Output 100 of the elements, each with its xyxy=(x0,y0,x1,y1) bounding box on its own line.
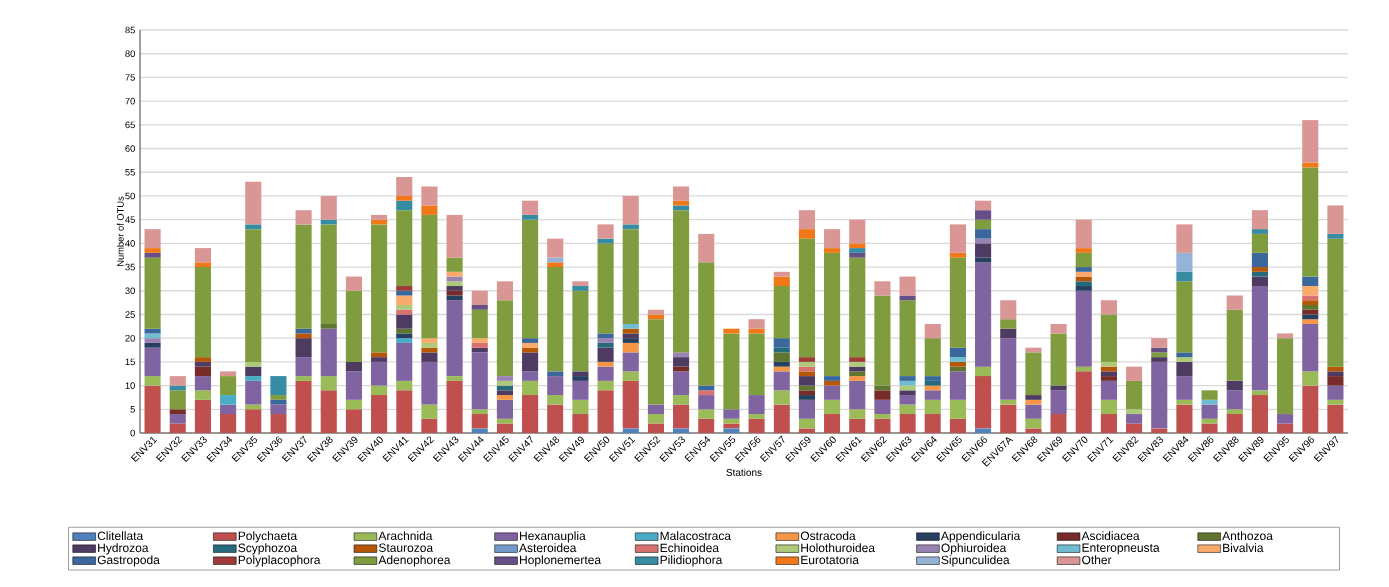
bar xyxy=(622,380,639,429)
bar xyxy=(1302,314,1319,320)
bar xyxy=(1025,418,1042,429)
bar xyxy=(1327,233,1344,239)
bar xyxy=(1302,319,1319,324)
bar xyxy=(320,376,337,391)
bar xyxy=(421,418,438,433)
legend-label: Pilidiophora xyxy=(660,555,723,567)
bar xyxy=(874,281,891,296)
bar xyxy=(144,347,161,377)
bar xyxy=(396,195,413,201)
bar xyxy=(1277,414,1294,424)
bar xyxy=(1251,390,1268,396)
bar xyxy=(572,281,589,287)
bar xyxy=(597,380,614,391)
bar xyxy=(194,366,211,377)
bar xyxy=(1151,357,1168,362)
bar xyxy=(975,219,992,230)
bar xyxy=(496,376,513,381)
bar xyxy=(1075,290,1092,367)
bar xyxy=(245,181,262,225)
bar xyxy=(698,395,715,410)
y-tick-label: 35 xyxy=(125,263,135,271)
bar xyxy=(396,333,413,339)
y-tick-label: 0 xyxy=(130,429,135,437)
bar xyxy=(396,380,413,391)
bar xyxy=(1075,267,1092,272)
bar xyxy=(1251,271,1268,277)
bar xyxy=(270,395,287,400)
bar xyxy=(371,352,388,358)
bar xyxy=(572,371,589,377)
legend-label: Scyphozoa xyxy=(238,543,298,555)
bar xyxy=(622,323,639,329)
bar xyxy=(1151,338,1168,348)
y-tick-label: 20 xyxy=(125,334,135,342)
bar xyxy=(421,186,438,206)
bar xyxy=(1126,414,1143,424)
bar xyxy=(446,300,463,377)
bar xyxy=(824,248,841,253)
bar xyxy=(1302,371,1319,386)
bar xyxy=(1025,352,1042,396)
bar xyxy=(371,224,388,353)
bar xyxy=(320,323,337,329)
y-tick-label: 40 xyxy=(125,240,135,247)
bar xyxy=(622,224,639,230)
bar xyxy=(949,371,966,400)
bar xyxy=(773,286,790,339)
bar xyxy=(597,333,614,339)
bar xyxy=(597,224,614,239)
bar xyxy=(1201,404,1218,419)
bar xyxy=(1176,252,1193,272)
bar xyxy=(1100,300,1117,315)
bar xyxy=(874,399,891,415)
bar xyxy=(169,409,186,415)
bar xyxy=(673,205,690,211)
bar xyxy=(597,361,614,367)
bar xyxy=(647,423,664,433)
bar xyxy=(798,395,815,400)
bar xyxy=(1201,418,1218,424)
bar xyxy=(1302,286,1319,296)
bar xyxy=(496,395,513,400)
bar xyxy=(1327,404,1344,433)
bar xyxy=(1000,319,1017,329)
bar xyxy=(1100,314,1117,362)
bar xyxy=(673,186,690,201)
bar xyxy=(824,376,841,381)
bar xyxy=(270,414,287,433)
bar xyxy=(773,276,790,287)
bar xyxy=(446,286,463,291)
bar xyxy=(1327,385,1344,400)
bar xyxy=(1050,390,1067,415)
bar xyxy=(949,224,966,253)
bar xyxy=(647,319,664,405)
bar xyxy=(975,366,992,377)
bar xyxy=(1000,404,1017,433)
bar xyxy=(1277,423,1294,433)
bar xyxy=(169,423,186,433)
bar xyxy=(849,248,866,253)
bar xyxy=(245,376,262,381)
bar xyxy=(1126,366,1143,381)
bar xyxy=(1327,205,1344,234)
bar xyxy=(169,390,186,410)
bar xyxy=(421,214,438,339)
bar xyxy=(1251,286,1268,391)
bar xyxy=(522,371,539,381)
y-tick-label: 5 xyxy=(130,406,135,413)
bar xyxy=(1126,423,1143,433)
bar xyxy=(295,376,312,381)
bar xyxy=(194,399,211,433)
bar xyxy=(1075,371,1092,433)
bar xyxy=(798,399,815,419)
bar xyxy=(245,409,262,433)
bar xyxy=(144,257,161,329)
bar xyxy=(421,338,438,343)
bar xyxy=(1302,385,1319,433)
bar xyxy=(924,380,941,386)
bar xyxy=(798,371,815,377)
bar xyxy=(874,414,891,419)
bar xyxy=(144,229,161,249)
bar xyxy=(1000,328,1017,339)
